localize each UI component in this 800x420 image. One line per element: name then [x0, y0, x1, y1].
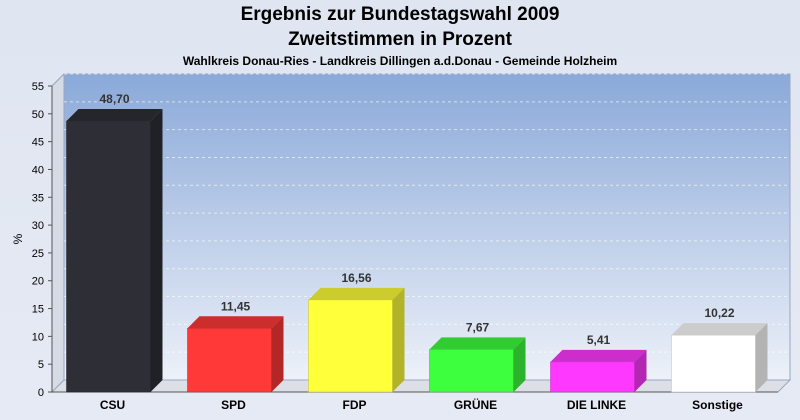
- y-tick-label: 10: [32, 331, 44, 343]
- bar-top: [671, 323, 768, 336]
- x-tick-label: Sonstige: [692, 398, 743, 412]
- bar-side: [150, 109, 163, 393]
- data-label: 5,41: [587, 333, 611, 347]
- bar-side: [392, 287, 405, 392]
- bar-sonstige: [671, 323, 768, 393]
- data-label: 16,56: [341, 271, 371, 285]
- bar-side: [271, 316, 284, 392]
- y-tick-label: 15: [32, 304, 44, 316]
- y-tick-label: 30: [32, 220, 44, 232]
- bar-side: [755, 323, 768, 392]
- chart-subtitle: Wahlkreis Donau-Ries - Landkreis Dilling…: [182, 54, 618, 68]
- x-tick-label: SPD: [221, 398, 246, 412]
- bar-csu: [66, 109, 163, 393]
- y-tick-label: 35: [32, 192, 44, 204]
- y-tick-label: 5: [38, 359, 44, 371]
- bar-side: [634, 349, 647, 392]
- y-axis-label: %: [11, 233, 25, 244]
- y-tick-label: 20: [32, 276, 44, 288]
- x-tick-label: FDP: [343, 398, 367, 412]
- data-label: 10,22: [704, 306, 734, 320]
- bar-front: [429, 349, 514, 393]
- data-label: 11,45: [221, 299, 251, 313]
- x-tick-label: DIE LINKE: [567, 398, 626, 412]
- bar-die-linke: [550, 349, 647, 393]
- x-tick-label: GRÜNE: [454, 397, 497, 412]
- x-tick-label: CSU: [100, 398, 125, 412]
- bar-top: [550, 349, 647, 362]
- data-label: 48,70: [99, 92, 129, 106]
- chart-title-line1: Ergebnis zur Bundestagswahl 2009: [240, 4, 560, 25]
- bar-side: [513, 337, 526, 392]
- data-label: 7,67: [466, 320, 490, 334]
- chart-title-line2: Zweitstimmen in Prozent: [288, 29, 512, 50]
- y-tick-label: 0: [38, 387, 44, 399]
- bar-front: [308, 299, 393, 393]
- bar-fdp: [308, 287, 405, 393]
- bar-spd: [187, 316, 284, 393]
- bar-front: [187, 328, 272, 393]
- bar-top: [429, 337, 526, 350]
- y-tick-label: 45: [32, 137, 44, 149]
- y-tick-label: 25: [32, 248, 44, 260]
- bar-top: [66, 109, 163, 122]
- bar-front: [671, 334, 756, 393]
- bar-top: [187, 316, 284, 329]
- bar-front: [66, 120, 151, 393]
- plot-left-wall: [51, 72, 65, 394]
- bar-grüne: [429, 337, 526, 393]
- y-tick-label: 55: [32, 81, 44, 93]
- y-tick-label: 40: [32, 164, 44, 176]
- y-tick-label: 50: [32, 109, 44, 121]
- bar-top: [308, 287, 405, 300]
- bar-front: [550, 361, 635, 393]
